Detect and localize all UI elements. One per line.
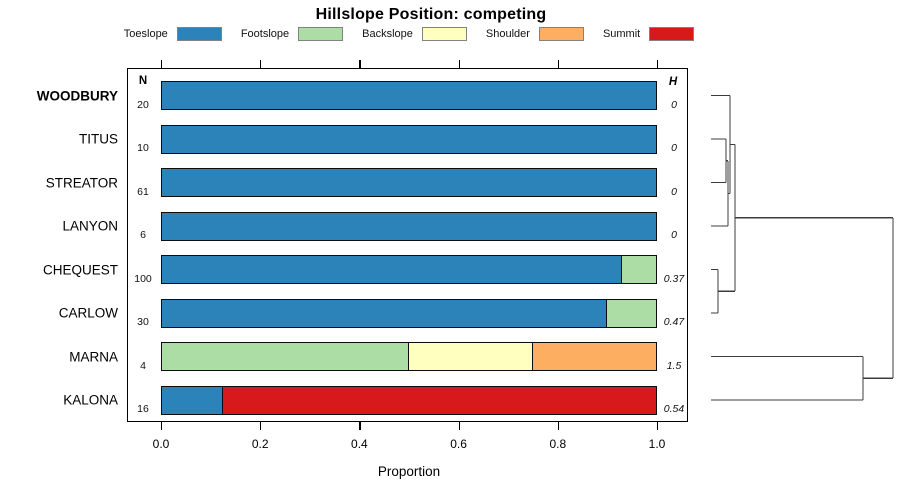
n-value: 30 — [137, 316, 149, 328]
bar-segment-toeslope — [161, 81, 657, 110]
bar-segment-toeslope — [161, 298, 608, 328]
bar-segment-backslope — [407, 342, 533, 371]
h-column-header: H — [668, 76, 678, 88]
bar-segment-toeslope — [161, 255, 623, 284]
x-axis-tick-label: 0.4 — [351, 437, 368, 451]
n-value: 61 — [137, 185, 149, 198]
n-value: 20 — [137, 98, 149, 111]
x-axis-tick-bottom — [557, 422, 559, 430]
x-axis-tick-label: 0.8 — [549, 437, 567, 451]
legend-label: Toeslope — [123, 28, 168, 40]
legend-item: Summit — [602, 27, 695, 41]
n-value: 16 — [137, 403, 149, 415]
x-axis-tick-bottom — [657, 422, 659, 430]
n-value: 4 — [140, 359, 146, 372]
h-value: 0.47 — [663, 316, 685, 328]
h-value: 0 — [671, 229, 677, 241]
series-label: TITUS — [79, 131, 118, 147]
x-axis-tick-bottom — [458, 422, 460, 430]
x-axis-tick-top — [161, 60, 163, 68]
legend-item: Toeslope — [124, 27, 222, 41]
legend-swatch — [421, 27, 467, 41]
bar-segment-toeslope — [161, 211, 657, 241]
series-label: KALONA — [63, 392, 118, 408]
series-label: STREATOR — [45, 175, 118, 190]
x-axis-tick-label: 0.0 — [152, 437, 170, 451]
series-label: CHEQUEST — [42, 262, 118, 277]
x-axis-title: Proportion — [377, 464, 441, 479]
legend-label: Shoulder — [485, 28, 530, 40]
bar-segment-footslope — [620, 255, 657, 284]
legend: Toeslope Footslope Backslope Shoulder Summit — [100, 26, 718, 42]
bar-segment-summit — [221, 385, 657, 415]
x-axis-tick-top — [458, 60, 460, 68]
x-axis-tick-bottom — [260, 422, 262, 430]
legend-swatch — [649, 27, 695, 41]
h-value: 1.5 — [666, 359, 682, 372]
h-value: 0 — [671, 142, 677, 154]
series-label: WOODBURY — [36, 88, 118, 103]
x-axis-tick-label: 0.6 — [450, 437, 467, 451]
bar-segment-shoulder — [531, 342, 657, 371]
series-label: LANYON — [62, 218, 118, 234]
n-column-header: N — [138, 75, 148, 87]
legend-label: Backslope — [362, 28, 413, 40]
x-axis-tick-label: 0.2 — [251, 437, 269, 451]
n-value: 100 — [134, 272, 152, 285]
x-axis-tick-bottom — [161, 422, 163, 430]
bar-segment-toeslope — [161, 168, 657, 197]
series-label: CARLOW — [58, 305, 118, 321]
h-value: 0 — [671, 185, 677, 198]
legend-label: Summit — [602, 28, 641, 40]
bar-segment-footslope — [605, 298, 657, 328]
legend-swatch — [176, 27, 222, 41]
legend-item: Shoulder — [486, 27, 584, 41]
legend-item: Footslope — [240, 27, 344, 41]
x-axis-tick-bottom — [359, 422, 361, 430]
h-value: 0.37 — [663, 272, 685, 285]
series-label: MARNA — [69, 349, 118, 364]
legend-swatch — [298, 27, 344, 41]
x-axis-tick-top — [260, 60, 262, 68]
legend-label: Footslope — [240, 28, 290, 40]
x-axis-tick-top — [557, 60, 559, 68]
chart-title: Hillslope Position: competing — [315, 6, 547, 23]
n-value: 6 — [140, 229, 146, 241]
x-axis-tick-label: 1.0 — [648, 437, 666, 451]
legend-item: Backslope — [362, 27, 467, 41]
bar-segment-footslope — [161, 342, 409, 371]
n-value: 10 — [137, 142, 149, 154]
h-value: 0 — [671, 98, 677, 111]
bar-segment-toeslope — [161, 385, 223, 415]
legend-swatch — [538, 27, 584, 41]
bar-segment-toeslope — [161, 124, 657, 154]
plot-frame — [127, 68, 688, 422]
x-axis-tick-top — [359, 60, 361, 68]
x-axis-tick-top — [657, 60, 659, 68]
h-value: 0.54 — [663, 403, 685, 415]
